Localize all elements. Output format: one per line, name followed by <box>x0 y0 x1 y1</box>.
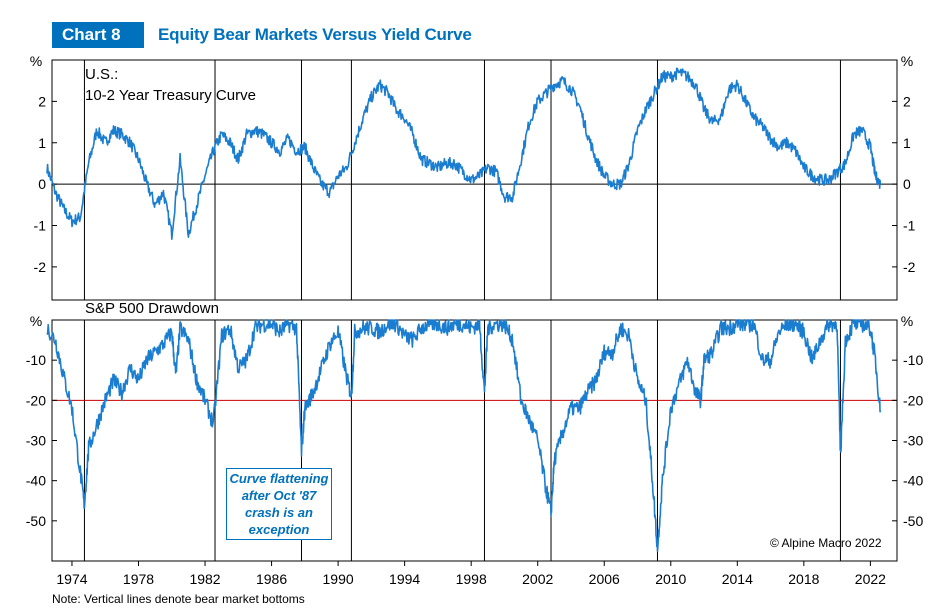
series-line-1 <box>46 67 882 240</box>
panel-title: S&P 500 Drawdown <box>85 300 219 317</box>
y-tick-label-right: 0 <box>903 176 911 192</box>
x-tick-label: 1998 <box>456 571 487 587</box>
y-tick-label-right: -2 <box>903 259 916 275</box>
chart-number-badge: Chart 8 <box>52 22 144 48</box>
unit-label-right: % <box>901 313 913 329</box>
x-tick-label: 2018 <box>788 571 819 587</box>
unit-label-left: % <box>30 313 42 329</box>
y-tick-label-left: -20 <box>26 392 46 408</box>
y-tick-label-right: -30 <box>903 433 923 449</box>
footnote: Note: Vertical lines denote bear market … <box>52 592 305 606</box>
panel-2-frame <box>51 319 898 562</box>
y-tick-label-left: -30 <box>26 433 46 449</box>
y-tick-label-left: -2 <box>34 259 47 275</box>
y-tick-label-right: -20 <box>903 392 923 408</box>
x-tick-label: 1978 <box>123 571 154 587</box>
y-tick-label-right: -50 <box>903 513 923 529</box>
y-tick-label-right: 1 <box>903 135 911 151</box>
copyright-text: © Alpine Macro 2022 <box>770 536 882 550</box>
x-tick-label: 2002 <box>522 571 553 587</box>
x-tick-label: 2014 <box>722 571 753 587</box>
x-tick-label: 2006 <box>589 571 620 587</box>
y-tick-label-left: -1 <box>34 218 47 234</box>
y-tick-label-left: -10 <box>26 352 46 368</box>
unit-label-right: % <box>901 53 913 69</box>
y-tick-label-right: -10 <box>903 352 923 368</box>
series-line-2 <box>46 319 882 552</box>
x-tick-label: 1974 <box>56 571 87 587</box>
y-tick-label-left: -50 <box>26 513 46 529</box>
x-tick-label: 1994 <box>389 571 420 587</box>
y-tick-label-left: 2 <box>38 93 46 109</box>
callout-annotation: Curve flattening after Oct '87 crash is … <box>226 468 332 540</box>
chart-header: Chart 8 Equity Bear Markets Versus Yield… <box>52 22 472 48</box>
unit-label-left: % <box>30 53 42 69</box>
y-tick-label-left: -40 <box>26 473 46 489</box>
y-tick-label-right: -40 <box>903 473 923 489</box>
y-tick-label-right: -1 <box>903 218 916 234</box>
panel-title-line: 10-2 Year Treasury Curve <box>85 87 256 104</box>
y-tick-label-right: 2 <box>903 93 911 109</box>
chart-title: Equity Bear Markets Versus Yield Curve <box>158 25 472 44</box>
y-tick-label-left: 1 <box>38 135 46 151</box>
y-tick-label-left: 0 <box>38 176 46 192</box>
x-tick-label: 1986 <box>256 571 287 587</box>
x-tick-label: 2010 <box>655 571 686 587</box>
x-tick-label: 1990 <box>323 571 354 587</box>
x-tick-label: 2022 <box>855 571 886 587</box>
x-tick-label: 1982 <box>189 571 220 587</box>
panel-title-line: U.S.: <box>85 66 118 83</box>
